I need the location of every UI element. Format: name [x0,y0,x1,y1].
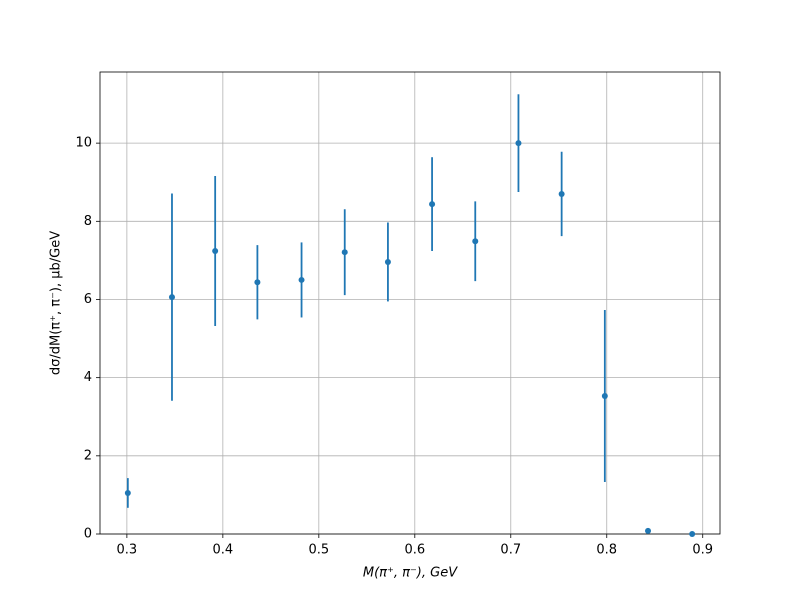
x-tick-label: 0.9 [692,543,713,558]
data-point [124,489,131,496]
x-axis-label: M(π⁺, π⁻), GeV [363,566,458,581]
data-point [558,190,565,197]
data-point [254,279,261,286]
data-point [298,276,305,283]
y-tick-label: 6 [84,292,92,307]
data-point [212,248,219,255]
y-tick-label: 8 [84,214,92,229]
data-point [472,238,479,245]
data-point [384,258,391,265]
data-point [601,393,608,400]
y-axis-label: dσ/dM(π⁺, π⁻), μb/GeV [49,231,64,375]
data-point [515,140,522,147]
x-tick-label: 0.7 [500,543,521,558]
y-tick-label: 10 [75,136,92,151]
data-point [429,201,436,208]
data-point [689,531,696,537]
y-tick-label: 2 [84,448,92,463]
x-tick-label: 0.3 [117,543,138,558]
x-tick-label: 0.4 [213,543,234,558]
data-point [645,527,652,534]
x-tick-label: 0.6 [404,543,425,558]
x-tick-label: 0.8 [596,543,617,558]
data-point [341,249,348,256]
plot-frame [99,71,721,535]
data-point [168,294,175,301]
y-tick-label: 0 [84,527,92,542]
y-tick-label: 4 [84,370,92,385]
x-tick-label: 0.5 [308,543,329,558]
